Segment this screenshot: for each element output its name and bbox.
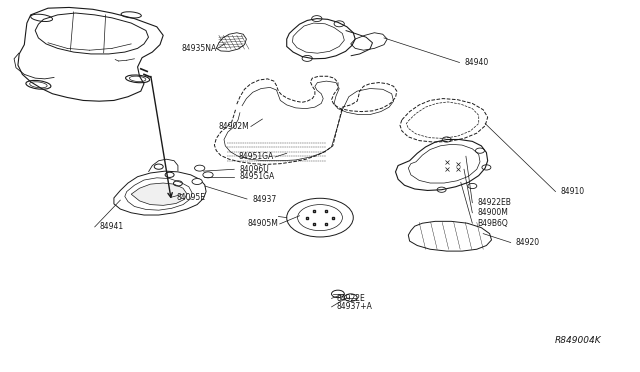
Circle shape (344, 294, 357, 301)
Text: B49B6Q: B49B6Q (477, 219, 508, 228)
Text: 84935NA: 84935NA (181, 44, 216, 53)
Circle shape (203, 172, 213, 178)
Text: 84941: 84941 (100, 222, 124, 231)
Circle shape (332, 290, 344, 298)
Text: 84922EB: 84922EB (477, 198, 511, 207)
Text: 84096U: 84096U (239, 165, 269, 174)
Text: 84937+A: 84937+A (337, 302, 372, 311)
Text: 84951GA: 84951GA (239, 153, 274, 161)
Text: R849004K: R849004K (555, 336, 602, 345)
Text: 84905M: 84905M (248, 219, 278, 228)
Circle shape (192, 179, 202, 185)
Text: 84922E: 84922E (337, 294, 365, 303)
Text: 84902M: 84902M (219, 122, 250, 131)
Text: 84910: 84910 (561, 187, 585, 196)
Text: 84900M: 84900M (477, 208, 508, 217)
Text: 84951GA: 84951GA (239, 172, 275, 181)
Text: 84940: 84940 (465, 58, 489, 67)
Text: 84920: 84920 (516, 238, 540, 247)
Polygon shape (131, 183, 187, 205)
Text: 84095E: 84095E (177, 193, 205, 202)
Circle shape (195, 165, 205, 171)
Text: 84937: 84937 (252, 195, 276, 203)
